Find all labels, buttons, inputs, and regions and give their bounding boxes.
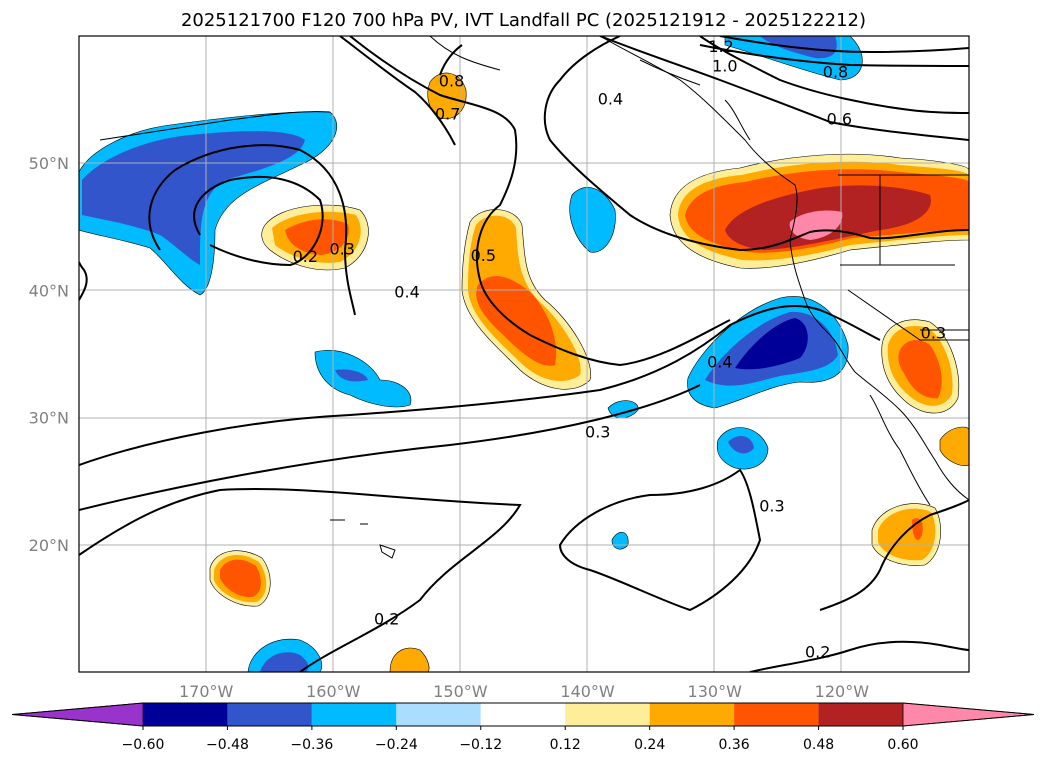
lon-tick-label: 150°W <box>433 682 488 701</box>
contour-label: 0.3 <box>759 496 784 515</box>
colorbar-label: −0.36 <box>290 737 333 753</box>
contour-label: 0.3 <box>921 323 946 342</box>
longitude-labels: 170°W 160°W 150°W 140°W 130°W 120°W <box>179 682 869 701</box>
contour-label: 0.2 <box>374 610 399 629</box>
colorbar: −0.60 −0.48 −0.36 −0.24 −0.12 0.12 0.24 0.36 0.4… <box>11 702 1035 753</box>
colorbar-cell <box>818 703 903 726</box>
colorbar-cell <box>734 703 819 726</box>
contour-label: 1.0 <box>712 56 737 75</box>
colorbar-extend-min <box>11 702 144 727</box>
contour-label: 0.4 <box>394 283 419 302</box>
map-frame <box>78 35 970 673</box>
shaded-region-neg-west-core <box>82 131 305 265</box>
colorbar-label: 0.12 <box>550 737 581 753</box>
map-title: 2025121700 F120 700 hPa PV, IVT Landfall… <box>180 10 867 31</box>
contour-label: 0.5 <box>471 246 496 265</box>
contour-label: 0.8 <box>823 63 848 82</box>
shaded-region-pos-north <box>427 72 467 120</box>
contour-label: 0.4 <box>707 353 732 372</box>
colorbar-cell <box>311 703 397 726</box>
contour-label: 0.2 <box>293 247 318 266</box>
latitude-labels: 50°N 40°N 30°N 20°N <box>29 154 69 555</box>
contour-label: 0.2 <box>805 643 830 662</box>
lon-tick-label: 160°W <box>306 682 361 701</box>
colorbar-cell <box>480 703 566 726</box>
lat-tick-label: 50°N <box>29 154 69 173</box>
colorbar-cell <box>227 703 312 726</box>
colorbar-cell <box>396 703 481 726</box>
contour-label: 0.7 <box>435 105 460 124</box>
coastlines <box>99 36 969 559</box>
contour-label: 1.2 <box>708 37 733 56</box>
contour-label: 0.3 <box>585 423 610 442</box>
colorbar-label: −0.24 <box>375 737 418 753</box>
shaded-field-layer <box>79 36 969 672</box>
colorbar-extend-max <box>902 702 1035 727</box>
shaded-region-neg-140w <box>569 187 616 253</box>
lat-tick-label: 40°N <box>29 281 69 300</box>
contour-lines <box>79 36 969 672</box>
colorbar-label: −0.60 <box>122 737 165 753</box>
gridlines <box>79 36 969 672</box>
contour-label: 0.3 <box>329 239 354 258</box>
colorbar-label: 0.24 <box>634 737 665 753</box>
lon-tick-label: 170°W <box>179 682 234 701</box>
contour-labels: 1.21.0 0.8 0.6 0.4 0.8 0.7 0.2 0.3 0.4 0.5 0.4 0.3 0… <box>293 37 947 662</box>
contour-label: 0.4 <box>598 89 623 108</box>
colorbar-cell <box>649 703 735 726</box>
colorbar-label: −0.48 <box>206 737 249 753</box>
contour-label: 0.8 <box>439 72 464 91</box>
colorbar-label: 0.36 <box>719 737 750 753</box>
lat-tick-label: 30°N <box>29 409 69 428</box>
lon-tick-label: 140°W <box>560 682 615 701</box>
map-plot-area <box>79 36 969 672</box>
colorbar-cell <box>143 703 228 726</box>
contour-label: 0.6 <box>827 110 852 129</box>
colorbar-label: 0.48 <box>803 737 834 753</box>
lon-tick-label: 120°W <box>815 682 870 701</box>
shaded-region-pos-bottom <box>389 647 430 672</box>
colorbar-cell <box>565 703 650 726</box>
lat-tick-label: 20°N <box>29 536 69 555</box>
colorbar-label: 0.60 <box>887 737 918 753</box>
colorbar-label: −0.12 <box>459 737 502 753</box>
lon-tick-label: 130°W <box>688 682 743 701</box>
